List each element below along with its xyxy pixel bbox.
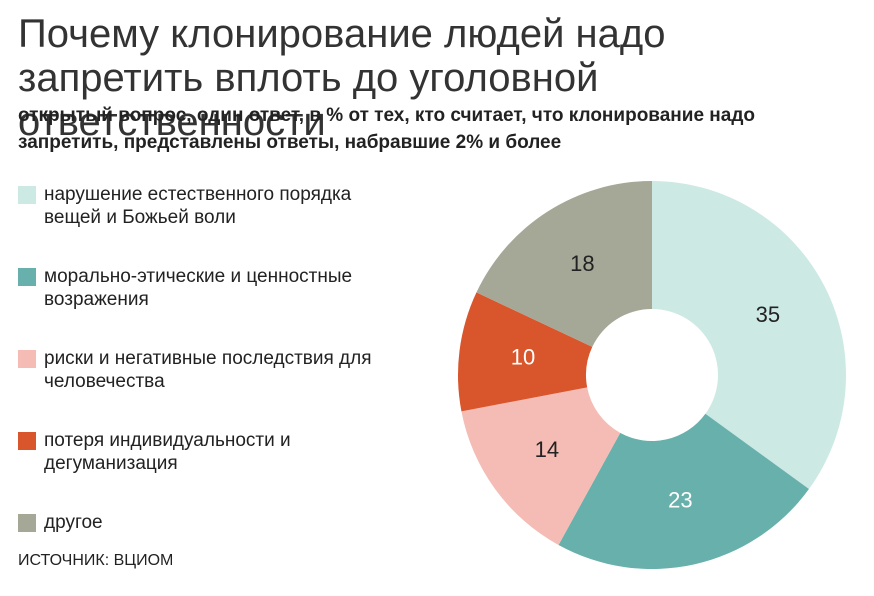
legend-label: нарушение естественного порядка вещей и … [44, 184, 352, 228]
value-label: 14 [535, 437, 559, 462]
legend-swatch [18, 514, 36, 532]
legend-label: потеря индивидуальности и дегуманизация [44, 430, 291, 474]
value-label: 23 [668, 488, 692, 513]
value-label: 10 [511, 345, 535, 370]
donut-slice [476, 181, 652, 347]
donut-slice [461, 387, 621, 546]
legend-swatch [18, 350, 36, 368]
value-label: 18 [570, 251, 594, 276]
legend-item: морально-этические и ценностные возражен… [18, 265, 398, 311]
donut-slice [652, 181, 846, 490]
value-label: 35 [756, 302, 780, 327]
legend-swatch [18, 268, 36, 286]
source: ИСТОЧНИК: ВЦИОМ [18, 552, 174, 569]
chart-title: Почему клонирование людей надо запретить… [18, 12, 666, 144]
legend-label: риски и негативные последствия для челов… [44, 348, 372, 392]
legend-swatch [18, 432, 36, 450]
legend-label: другое [44, 512, 103, 533]
legend-item: нарушение естественного порядка вещей и … [18, 183, 398, 229]
legend-swatch [18, 186, 36, 204]
legend-label: морально-этические и ценностные возражен… [44, 266, 353, 310]
legend-item: другое [18, 511, 398, 534]
legend-item: потеря индивидуальности и дегуманизация [18, 429, 398, 475]
chart-subtitle: открытый вопрос, один ответ, в % от тех,… [18, 105, 756, 153]
donut-slice [558, 413, 809, 569]
donut-slice [457, 292, 593, 412]
legend-item: риски и негативные последствия для челов… [18, 347, 398, 393]
